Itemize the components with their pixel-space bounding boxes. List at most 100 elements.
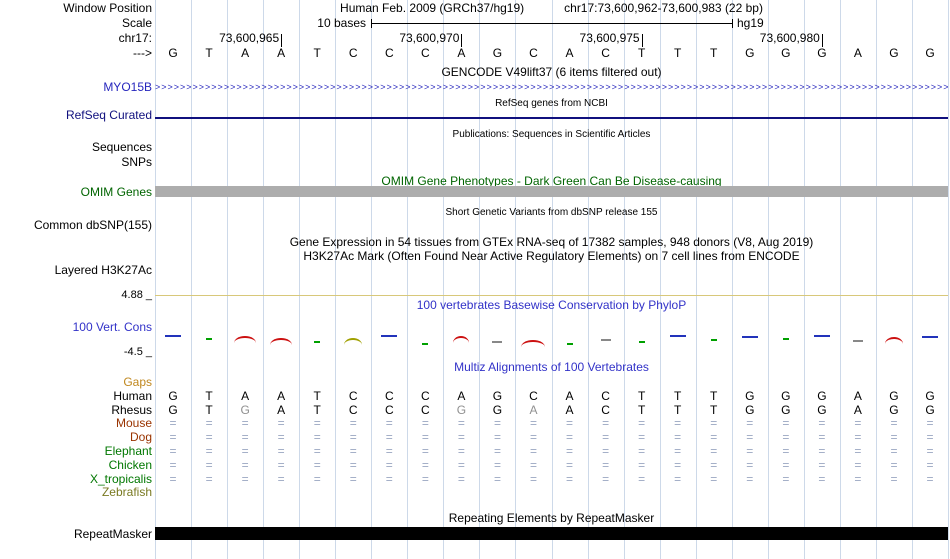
ruler-tick-label: 73,600,980 xyxy=(759,31,820,45)
base-cell: = xyxy=(746,457,754,472)
base-cell: T xyxy=(313,388,321,403)
conservation-mark xyxy=(422,343,429,345)
gencode-track-title[interactable]: GENCODE V49lift37 (6 items filtered out) xyxy=(441,65,662,79)
base-cell: = xyxy=(746,416,754,431)
base-gridline xyxy=(732,0,733,559)
species-label-gaps[interactable]: Gaps xyxy=(123,375,152,389)
base-cell: = xyxy=(313,416,321,431)
base-cell: C xyxy=(384,46,394,60)
repeatmasker-element-bar[interactable] xyxy=(155,527,948,540)
position-text: chr17:73,600,962-73,600,983 (22 bp) xyxy=(564,1,763,15)
base-cell: = xyxy=(241,457,249,472)
species-label-mouse[interactable]: Mouse xyxy=(115,416,152,431)
species-label-dog[interactable]: Dog xyxy=(129,430,152,445)
conservation-mark xyxy=(852,340,863,342)
base-cell: = xyxy=(818,416,826,431)
h3k27ac-track-title[interactable]: H3K27Ac Mark (Often Found Near Active Re… xyxy=(303,249,800,263)
base-cell: G xyxy=(745,402,755,417)
species-label-human[interactable]: Human xyxy=(113,388,152,403)
omim-genes-label[interactable]: OMIM Genes xyxy=(80,185,152,199)
base-cell: C xyxy=(601,402,610,417)
vert-cons-label[interactable]: 100 Vert. Cons xyxy=(72,320,152,334)
conservation-mark xyxy=(782,338,789,340)
base-cell: = xyxy=(457,471,465,486)
base-gridline xyxy=(335,0,336,559)
base-cell: C xyxy=(421,388,430,403)
omim-track-title[interactable]: OMIM Gene Phenotypes - Dark Green Can Be… xyxy=(381,174,722,188)
base-cell: C xyxy=(348,388,358,403)
base-cell: = xyxy=(349,416,357,431)
dbsnp-track-title[interactable]: Short Genetic Variants from dbSNP releas… xyxy=(445,207,658,218)
base-cell: = xyxy=(385,430,393,445)
base-cell: G xyxy=(168,402,178,417)
base-cell: = xyxy=(890,416,898,431)
base-cell: = xyxy=(277,416,285,431)
base-cell: T xyxy=(710,388,718,403)
conservation-mark xyxy=(813,335,830,337)
base-cell: T xyxy=(205,402,213,417)
omim-gene-bar[interactable] xyxy=(155,186,948,197)
base-cell: = xyxy=(421,444,429,458)
base-gridline xyxy=(696,0,697,559)
species-label-chicken[interactable]: Chicken xyxy=(108,457,152,472)
base-cell: = xyxy=(638,416,646,431)
base-cell: = xyxy=(602,430,610,445)
base-cell: = xyxy=(674,416,682,431)
base-gridline xyxy=(588,0,589,559)
multiz-track-title[interactable]: Multiz Alignments of 100 Vertebrates xyxy=(454,360,649,374)
base-cell: = xyxy=(349,471,357,486)
alignment-row-elephant[interactable]: = = = = = = = = = = = = = = = = = = = = = = xyxy=(155,445,948,458)
ruler-tick-label: 73,600,970 xyxy=(399,31,460,45)
common-dbsnp-label[interactable]: Common dbSNP(155) xyxy=(33,218,152,232)
base-cell: = xyxy=(782,416,790,431)
base-cell: = xyxy=(205,444,213,458)
alignment-row-dog[interactable]: = = = = = = = = = = = = = = = = = = = = = = xyxy=(155,431,948,444)
gene-label-myo15b[interactable]: MYO15B xyxy=(103,80,152,94)
base-cell: = xyxy=(529,416,537,431)
window-position-label: Window Position xyxy=(63,1,152,15)
base-cell: G xyxy=(889,388,899,403)
alignment-row-x-tropicalis[interactable]: = = = = = = = = = = = = = = = = = = = = = = xyxy=(155,471,948,486)
base-cell: = xyxy=(241,471,249,486)
layered-h3k27ac-label[interactable]: Layered H3K27Ac xyxy=(54,263,152,277)
conservation-mark xyxy=(165,335,182,337)
base-cell: T xyxy=(637,388,646,403)
base-cell: = xyxy=(529,444,537,458)
species-label-x-tropicalis[interactable]: X_tropicalis xyxy=(89,471,152,486)
species-label-elephant[interactable]: Elephant xyxy=(104,444,152,458)
repeatmasker-label[interactable]: RepeatMasker xyxy=(73,527,152,541)
base-cell: T xyxy=(205,388,213,403)
base-cell: = xyxy=(421,457,429,472)
base-cell: = xyxy=(710,416,718,431)
repeatmasker-track-title[interactable]: Repeating Elements by RepeatMasker xyxy=(448,511,655,525)
base-cell: = xyxy=(529,430,537,445)
gene-intron-arrows[interactable]: >>>>>>>>>>>>>>>>>>>>>>>>>>>>>>>>>>>>>>>>… xyxy=(155,82,948,92)
publications-track-title[interactable]: Publications: Sequences in Scientific Ar… xyxy=(452,129,651,140)
refseq-curated-label[interactable]: RefSeq Curated xyxy=(65,108,152,122)
base-cell: = xyxy=(169,430,177,445)
alignment-row-chicken[interactable]: = = = = = = = = = = = = = = = = = = = = = = xyxy=(155,457,948,472)
h3k27ac-baseline xyxy=(155,295,948,296)
gtex-track-title[interactable]: Gene Expression in 54 tissues from GTEx … xyxy=(289,235,814,249)
publications-sequences-label[interactable]: Sequences xyxy=(91,140,152,154)
base-cell: = xyxy=(782,471,790,486)
base-cell: = xyxy=(926,444,934,458)
publications-snps-label[interactable]: SNPs xyxy=(121,155,152,169)
refseq-track-title[interactable]: RefSeq genes from NCBI xyxy=(495,98,608,109)
refseq-gene-line[interactable] xyxy=(155,117,948,119)
base-cell: G xyxy=(492,402,503,417)
base-cell: = xyxy=(710,444,718,458)
species-label-rhesus[interactable]: Rhesus xyxy=(111,402,152,417)
strand-arrow-label: ---> xyxy=(133,46,152,60)
ruler-tick-mark xyxy=(822,34,823,47)
base-cell: = xyxy=(313,444,321,458)
alignment-row-mouse[interactable]: = = = = = = = = = = = = = = = = = = = = = = xyxy=(155,417,948,430)
base-cell: = xyxy=(890,430,898,445)
species-label-zebrafish[interactable]: Zebrafish xyxy=(101,485,152,500)
base-cell: = xyxy=(493,444,501,458)
base-cell: A xyxy=(565,402,574,417)
phylop-track-title[interactable]: 100 vertebrates Basewise Conservation by… xyxy=(416,298,687,312)
